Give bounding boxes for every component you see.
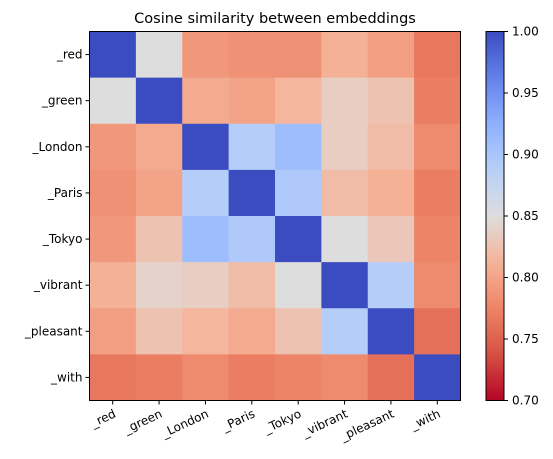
heatmap-cell <box>135 354 183 402</box>
x-axis-ticks: _red _green_London _Paris _Tokyo_vibrant_pl… <box>88 400 443 444</box>
y-tick-label: _vibrant <box>33 278 83 292</box>
heatmap-cell <box>275 123 322 171</box>
heatmap-cell <box>275 77 322 125</box>
colorbar-tick-label: 0.95 <box>512 86 539 100</box>
heatmap-cell <box>182 262 230 309</box>
heatmap-cell <box>321 77 369 125</box>
heatmap-cell <box>414 216 462 263</box>
heatmap-cell <box>135 308 183 355</box>
heatmap-cell <box>89 262 137 309</box>
heatmap-cell <box>228 123 276 171</box>
colorbar-tick-label: 0.85 <box>512 209 539 223</box>
heatmap-cell <box>135 77 183 125</box>
y-tick-label: _red <box>56 48 83 62</box>
heatmap-cell <box>135 123 183 171</box>
heatmap-cell <box>275 308 322 355</box>
x-tick-label: _red <box>88 407 118 431</box>
heatmap-cell <box>321 31 369 79</box>
colorbar-tick-label: 0.70 <box>512 394 539 408</box>
heatmap-cell <box>228 216 276 263</box>
x-tick-label: _Paris <box>219 407 257 435</box>
colorbar-tick-label: 1.00 <box>512 25 539 39</box>
heatmap-cell <box>414 262 462 309</box>
heatmap-cell <box>275 169 322 217</box>
heatmap-cell <box>414 123 462 171</box>
heatmap-cell <box>89 169 137 217</box>
heatmap-cell <box>367 262 415 309</box>
heatmap-cell <box>414 354 462 402</box>
heatmap-cell <box>228 262 276 309</box>
heatmap-cell <box>367 216 415 263</box>
heatmap-cell <box>228 169 276 217</box>
heatmap-frame <box>89 31 461 401</box>
heatmap-cell <box>182 216 230 263</box>
heatmap-cell <box>228 354 276 402</box>
heatmap-cell <box>321 354 369 402</box>
x-tick-label: _London <box>159 407 211 441</box>
heatmap-cell <box>321 308 369 355</box>
heatmap-cell <box>414 308 462 355</box>
heatmap-cell <box>182 77 230 125</box>
heatmap-cell <box>182 354 230 402</box>
heatmap-cell <box>182 123 230 171</box>
x-tick-label: _Tokyo <box>261 407 304 437</box>
heatmap-cell <box>135 216 183 263</box>
heatmap-cell <box>275 354 322 402</box>
y-tick-label: _with <box>50 370 82 384</box>
heatmap-cell <box>275 262 322 309</box>
y-tick-label: _Tokyo <box>42 232 83 246</box>
heatmap-cell <box>275 216 322 263</box>
heatmap-cell <box>367 31 415 79</box>
heatmap-cell <box>135 262 183 309</box>
heatmap-cell <box>321 262 369 309</box>
y-axis-ticks: _red _green _London _Paris _Tokyo _vibrant _pl… <box>24 48 90 384</box>
colorbar-ticks: 1.00 0.95 0.90 0.85 0.80 0.75 0.70 <box>504 25 539 408</box>
heatmap-cell <box>367 123 415 171</box>
heatmap-cell <box>89 308 137 355</box>
heatmap-cell <box>182 169 230 217</box>
x-tick-label: _green <box>121 407 165 437</box>
heatmap-cell <box>321 216 369 263</box>
heatmap-cell <box>321 123 369 171</box>
heatmap-cell <box>275 31 322 79</box>
colorbar-tick-label: 0.90 <box>512 148 539 162</box>
y-tick-label: _London <box>32 140 83 154</box>
heatmap-cell <box>182 31 230 79</box>
colorbar-tick-label: 0.75 <box>512 332 539 346</box>
colorbar: 1.00 0.95 0.90 0.85 0.80 0.75 0.70 <box>485 25 539 408</box>
chart-title: Cosine similarity between embeddings <box>134 11 416 27</box>
heatmap-cell <box>182 308 230 355</box>
heatmap-cell <box>321 169 369 217</box>
heatmap-cell <box>414 169 462 217</box>
colorbar-tick-label: 0.80 <box>512 271 539 285</box>
heatmap-cell <box>89 216 137 263</box>
heatmap-cell <box>228 308 276 355</box>
heatmap-cells <box>89 31 462 402</box>
heatmap-cell <box>135 31 183 79</box>
heatmap-cell <box>367 77 415 125</box>
x-tick-label: _with <box>407 407 442 433</box>
heatmap-cell <box>414 77 462 125</box>
heatmap-cell <box>89 31 137 79</box>
heatmap-cell <box>89 123 137 171</box>
y-tick-label: _Paris <box>47 186 83 200</box>
heatmap-cell <box>228 31 276 79</box>
heatmap-cell <box>89 77 137 125</box>
colorbar-gradient <box>486 31 504 401</box>
heatmap-cell <box>228 77 276 125</box>
y-tick-label: _green <box>41 94 83 108</box>
heatmap-cell <box>135 169 183 217</box>
heatmap-cell <box>414 31 462 79</box>
y-tick-label: _pleasant <box>24 324 83 338</box>
heatmap-cell <box>89 354 137 402</box>
heatmap-cell <box>367 169 415 217</box>
heatmap-cell <box>367 308 415 355</box>
heatmap-cell <box>367 354 415 402</box>
